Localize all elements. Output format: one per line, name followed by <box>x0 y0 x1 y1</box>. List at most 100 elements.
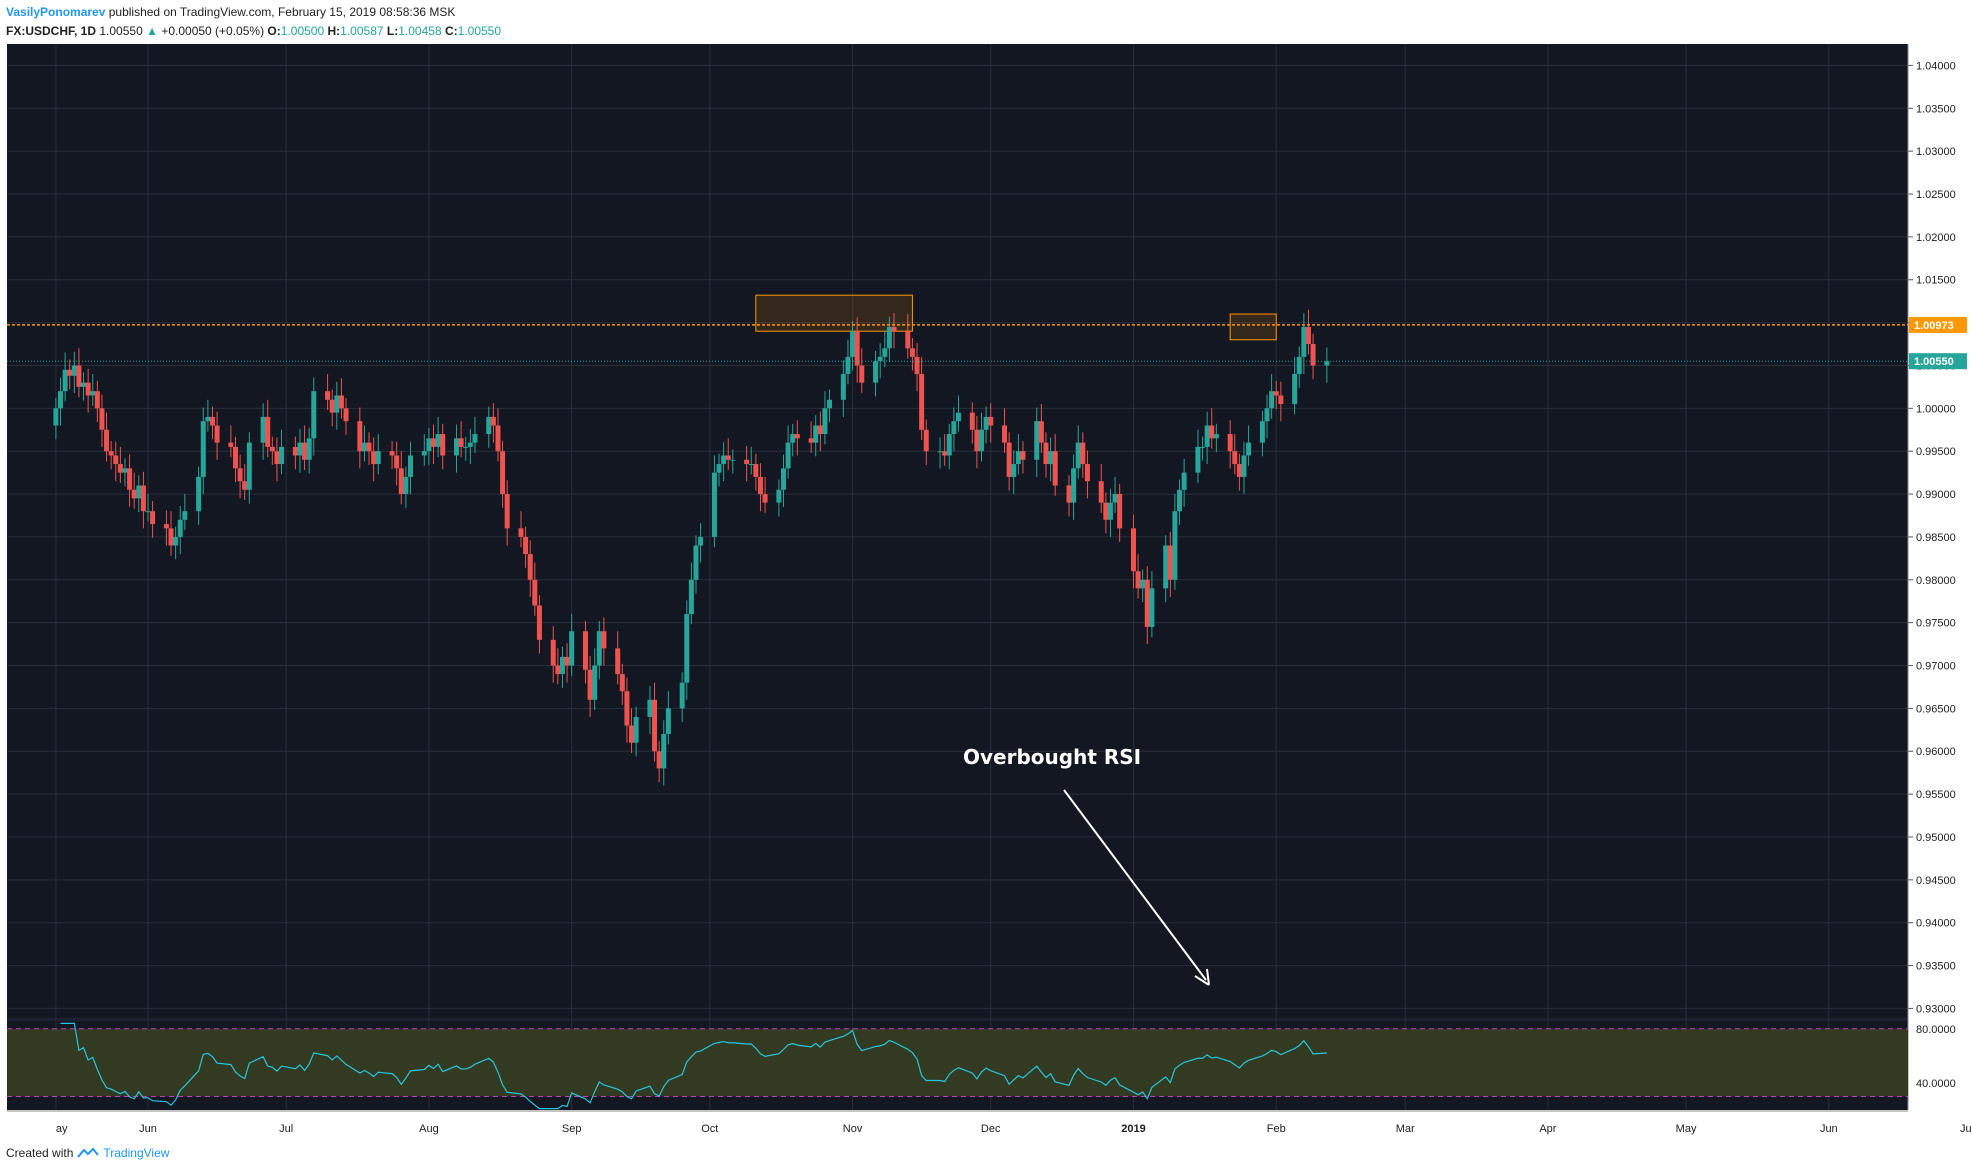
candle-body <box>421 451 427 456</box>
candle-body <box>182 511 188 520</box>
candle-body <box>403 476 409 495</box>
candle-body <box>1052 451 1058 486</box>
candle-body <box>850 331 856 357</box>
candle-body <box>504 494 510 529</box>
candle-body <box>357 421 363 452</box>
candle-body <box>979 429 985 452</box>
candle-body <box>163 524 169 529</box>
time-tick-label: Jun <box>1820 1123 1838 1135</box>
candle-body <box>500 451 506 495</box>
price-tick-label: 1.02000 <box>1916 232 1956 244</box>
candle-body <box>463 446 469 448</box>
candle-body <box>808 438 814 443</box>
candle-body <box>495 425 501 452</box>
candle-body <box>665 708 671 735</box>
candle-body <box>108 451 114 456</box>
chart-background <box>7 44 1908 1110</box>
candle-body <box>361 442 367 452</box>
candle-body <box>1112 494 1118 503</box>
candle-body <box>76 365 82 387</box>
candle-body <box>762 494 768 503</box>
candle-body <box>905 331 911 349</box>
change-up-icon: ▲ <box>146 24 158 38</box>
rsi-line <box>60 1022 1327 1110</box>
candle-body <box>601 631 607 649</box>
highlight-box <box>1229 313 1277 341</box>
candle-body <box>1098 481 1104 503</box>
annotation-arrowhead <box>1194 968 1210 986</box>
candle-body <box>366 442 372 452</box>
candle-body <box>343 408 349 422</box>
time-tick-label: Dec <box>981 1123 1001 1135</box>
candle-body <box>716 464 722 473</box>
candle-body <box>615 648 621 675</box>
candle-body <box>196 476 202 512</box>
price-tick-label: 0.93500 <box>1916 961 1956 973</box>
candle-body <box>232 446 238 469</box>
candle-body <box>909 348 915 357</box>
open-value: 1.00500 <box>280 24 325 38</box>
candle-body <box>375 451 381 465</box>
candle-body <box>394 455 400 469</box>
candle-body <box>228 442 234 447</box>
candle-body <box>1103 502 1109 520</box>
candle-body <box>790 434 796 443</box>
candle-body <box>587 669 593 700</box>
candle-body <box>1075 442 1081 469</box>
candle-body <box>923 429 929 452</box>
candle-body <box>440 434 446 456</box>
price-tick-label: 0.99500 <box>1916 446 1956 458</box>
candle-body <box>886 326 892 349</box>
candle-body <box>140 485 146 512</box>
last-price: 1.00550 <box>99 24 143 38</box>
resistance-price-tag <box>1909 316 1967 333</box>
pane-separator <box>7 1018 1908 1021</box>
candle-body <box>624 691 630 726</box>
candle-body <box>334 395 340 413</box>
candle-body <box>937 451 943 453</box>
time-tick-label: Apr <box>1539 1123 1556 1135</box>
candle-body <box>725 455 731 460</box>
candle-body <box>744 459 750 465</box>
price-tick-label: 0.98000 <box>1916 575 1956 587</box>
price-change: +0.00050 (+0.05%) <box>161 24 265 38</box>
time-tick-label: Jul <box>279 1123 293 1135</box>
candle-body <box>1043 442 1049 465</box>
candle-body <box>1117 494 1123 529</box>
candle-body <box>311 391 317 439</box>
candle-body <box>914 356 920 375</box>
candle-body <box>1130 528 1136 572</box>
candle-body <box>67 369 73 376</box>
candle-body <box>62 369 68 392</box>
candle-body <box>1200 446 1206 448</box>
tradingview-link[interactable]: TradingView <box>103 1146 170 1160</box>
candle-body <box>684 614 690 683</box>
time-tick-label: Sep <box>562 1123 582 1135</box>
price-tick-label: 0.96000 <box>1916 746 1956 758</box>
last-price-label: 1.00550 <box>1914 356 1954 368</box>
candle-body <box>569 631 575 666</box>
candle-body <box>951 421 957 435</box>
candle-body <box>891 326 897 332</box>
candle-body <box>721 455 727 465</box>
candle-body <box>205 416 211 422</box>
candle-body <box>518 528 524 537</box>
candle-body <box>279 446 285 465</box>
candle-body <box>371 451 377 465</box>
candle-body <box>407 455 413 477</box>
candle-body <box>1015 451 1021 465</box>
candle-body <box>1181 472 1187 490</box>
candle-body <box>794 434 800 439</box>
candle-body <box>1269 391 1275 409</box>
candle-body <box>873 361 879 383</box>
time-tick-label: Feb <box>1267 1123 1286 1135</box>
candle-body <box>1232 451 1238 465</box>
annotation-text: Overbought RSI <box>963 745 1141 769</box>
publish-line: VasilyPonomarev published on TradingView… <box>6 5 455 19</box>
candle-body <box>527 554 533 580</box>
price-tick-label: 0.97500 <box>1916 618 1956 630</box>
author-link[interactable]: VasilyPonomarev <box>6 5 106 19</box>
candle-body <box>1241 455 1247 477</box>
candle-body <box>827 399 833 409</box>
